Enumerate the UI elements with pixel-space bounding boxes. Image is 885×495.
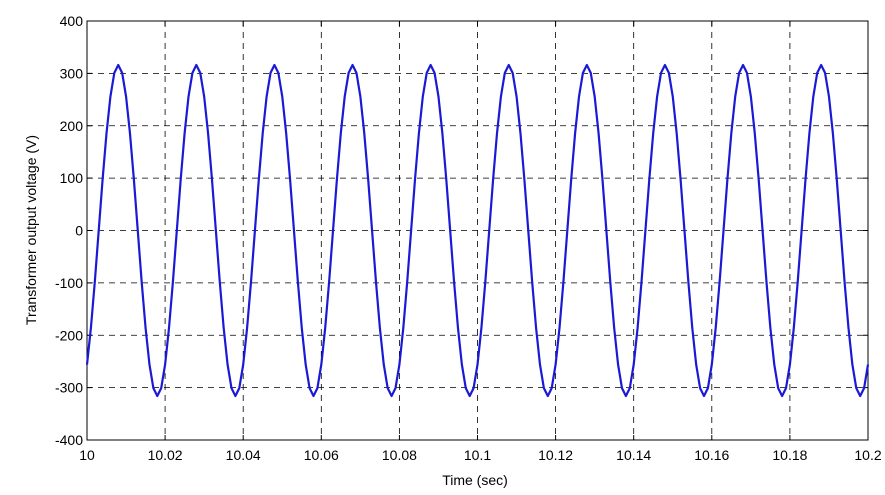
x-axis-label: Time (sec) (442, 472, 508, 488)
x-tick-label: 10.08 (382, 447, 417, 463)
plot-frame (86, 20, 869, 441)
x-tick-label: 10.18 (772, 447, 807, 463)
x-tick-label: 10.02 (148, 447, 183, 463)
y-tick-label: 0 (75, 223, 83, 239)
y-tick-label: 400 (60, 13, 84, 29)
x-tick-label: 10.04 (226, 447, 261, 463)
y-tick-label: 300 (60, 65, 84, 81)
y-tick-label: -100 (55, 275, 83, 291)
x-tick-label: 10.14 (616, 447, 651, 463)
y-axis-label: Transformer output voltage (V) (23, 135, 39, 325)
y-tick-label: -200 (55, 327, 83, 343)
x-tick-label: 10.1 (464, 447, 491, 463)
x-tick-label: 10.16 (694, 447, 729, 463)
y-tick-label: 100 (60, 170, 84, 186)
x-tick-label: 10.06 (304, 447, 339, 463)
y-tick-label: 200 (60, 118, 84, 134)
y-tick-label: -400 (55, 432, 83, 448)
x-tick-label: 10.12 (538, 447, 573, 463)
x-tick-label: 10.2 (854, 447, 881, 463)
x-tick-label: 10 (79, 447, 95, 463)
line-series (85, 63, 870, 398)
y-tick-label: -300 (55, 380, 83, 396)
